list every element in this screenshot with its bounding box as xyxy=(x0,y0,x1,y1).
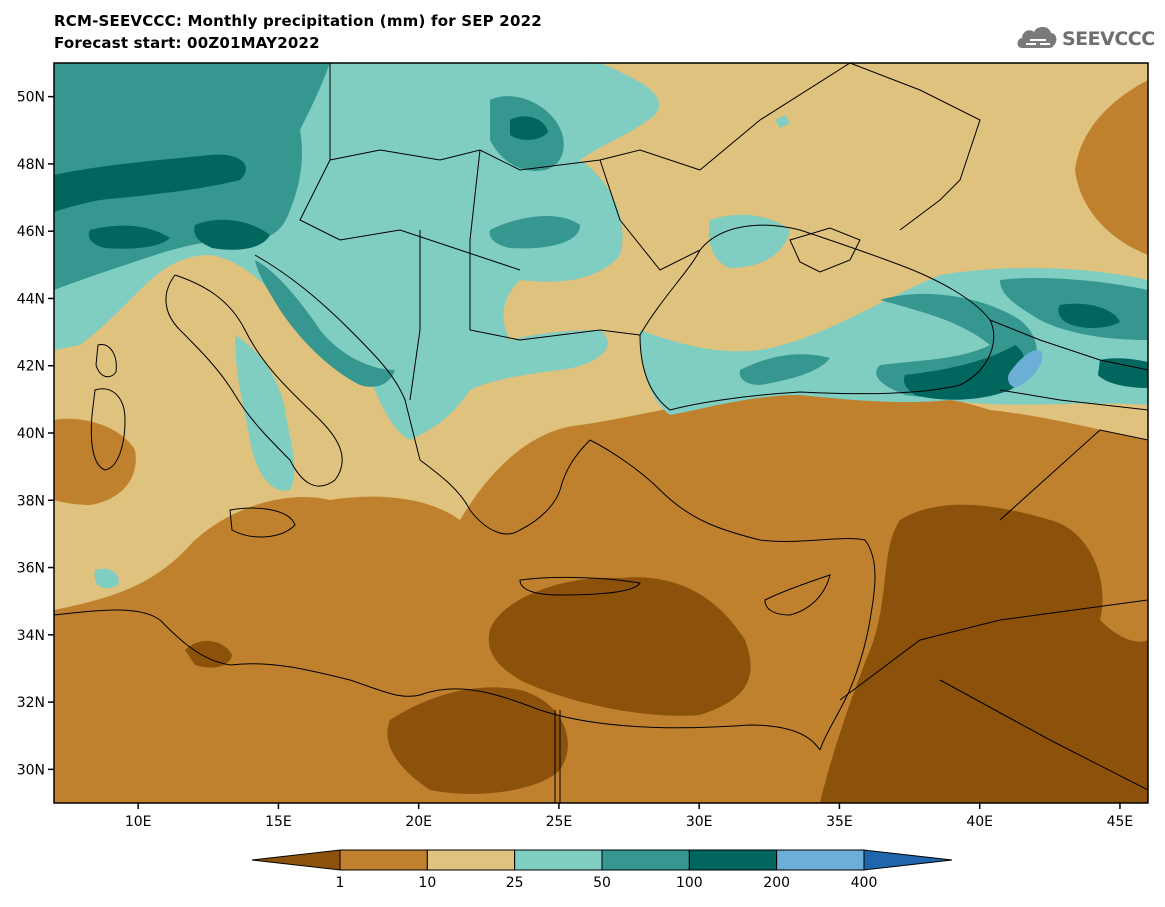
map-title: RCM-SEEVCCC: Monthly precipitation (mm) … xyxy=(54,12,542,30)
precip-band-1-10 xyxy=(54,418,136,505)
precip-band-25-50 xyxy=(708,214,790,268)
precip-band-lt1 xyxy=(820,504,1148,803)
lon-tick-label: 10E xyxy=(125,814,152,830)
lat-tick-label: 44N xyxy=(17,291,45,307)
crimea-coastline xyxy=(789,227,861,273)
lat-tick-label: 36N xyxy=(17,561,45,577)
colorbar-level-label: 1 xyxy=(336,875,345,891)
precip-band-50-100 xyxy=(489,215,580,249)
lat-tick-label: 40N xyxy=(17,426,45,442)
lat-tick-label: 34N xyxy=(17,628,45,644)
lon-tick-label: 35E xyxy=(826,814,853,830)
caucasus-borders xyxy=(989,319,1148,411)
colorbar-segment xyxy=(426,849,516,871)
syria-iraq-border xyxy=(999,429,1148,521)
lat-tick-label: 38N xyxy=(17,493,45,509)
lat-tick-label: 50N xyxy=(17,90,45,106)
lat-tick-label: 30N xyxy=(17,762,45,778)
precip-band-lt1 xyxy=(185,640,232,668)
colorbar: 1 10 25 50 100 200 400 xyxy=(251,849,953,891)
colorbar-level-label: 400 xyxy=(851,875,878,891)
colorbar-segment xyxy=(863,849,953,871)
lat-tick-label: 48N xyxy=(17,157,45,173)
sicily-coastline xyxy=(229,507,296,538)
precip-band-50-100 xyxy=(255,260,395,387)
precip-band-100-200 xyxy=(194,219,270,250)
central-europe-borders xyxy=(299,63,981,401)
lon-tick-label: 45E xyxy=(1107,814,1134,830)
lat-tick-label: 32N xyxy=(17,695,45,711)
precip-band-25-50 xyxy=(235,335,295,491)
precip-band-1-10 xyxy=(1075,80,1148,255)
corsica-coastline xyxy=(95,344,117,378)
colorbar-level-label: 200 xyxy=(763,875,790,891)
lon-tick-label: 40E xyxy=(966,814,993,830)
longitude-axis: 10E 15E 20E 25E 30E 35E 40E 45E xyxy=(125,803,1133,830)
colorbar-segment xyxy=(601,849,690,871)
colorbar-level-label: 10 xyxy=(418,875,436,891)
precip-band-lt1 xyxy=(387,687,568,794)
colorbar-segment xyxy=(251,849,341,871)
crete-coastline xyxy=(519,576,641,596)
logo-wordmark: SEEVCCC xyxy=(1062,28,1155,50)
precip-band-50-100 xyxy=(739,354,830,385)
coastlines-borders xyxy=(54,63,1148,803)
precip-band-100-200 xyxy=(88,225,170,249)
levant-coastline xyxy=(819,619,871,751)
precip-band-100-200 xyxy=(1058,303,1120,328)
colorbar-level-label: 25 xyxy=(506,875,524,891)
lat-tick-label: 42N xyxy=(17,359,45,375)
forecast-start-label: Forecast start: 00Z01MAY2022 xyxy=(54,34,320,52)
colorbar-segment xyxy=(776,849,865,871)
precip-band-200-400 xyxy=(1007,350,1043,388)
cyprus-coastline xyxy=(764,574,831,616)
colorbar-level-label: 50 xyxy=(593,875,611,891)
precip-band-lt1 xyxy=(488,577,751,716)
colorbar-segment xyxy=(514,849,603,871)
lon-tick-label: 20E xyxy=(405,814,432,830)
colorbar-segment xyxy=(688,849,778,871)
latitude-axis: 30N 32N 34N 36N 38N 40N 42N 44N 46N 48N 50N xyxy=(17,90,54,778)
precip-band-100-200 xyxy=(510,116,548,140)
precip-band-100-200 xyxy=(903,345,1026,400)
italy-coastline xyxy=(165,274,343,487)
turkey-south-coastline xyxy=(589,439,876,621)
colorbar-segment xyxy=(339,849,428,871)
greece-coastline xyxy=(419,439,591,535)
precip-band-25-50 xyxy=(775,115,790,128)
iraq-border xyxy=(939,679,1148,791)
lon-tick-label: 25E xyxy=(546,814,573,830)
lon-tick-label: 15E xyxy=(265,814,292,830)
precipitation-field xyxy=(54,63,1148,803)
precip-band-25-50 xyxy=(94,568,119,589)
lon-tick-label: 30E xyxy=(686,814,713,830)
colorbar-level-label: 100 xyxy=(676,875,703,891)
precip-band-100-200 xyxy=(1098,358,1148,388)
precip-band-100-200 xyxy=(54,154,246,212)
cloud-logo-icon xyxy=(1017,26,1057,48)
adriatic-east-coastline xyxy=(254,254,421,461)
saudi-jordan-border xyxy=(839,599,1148,701)
lat-tick-label: 46N xyxy=(17,224,45,240)
sardinia-coastline xyxy=(90,388,126,471)
north-africa-coastline xyxy=(54,609,821,751)
